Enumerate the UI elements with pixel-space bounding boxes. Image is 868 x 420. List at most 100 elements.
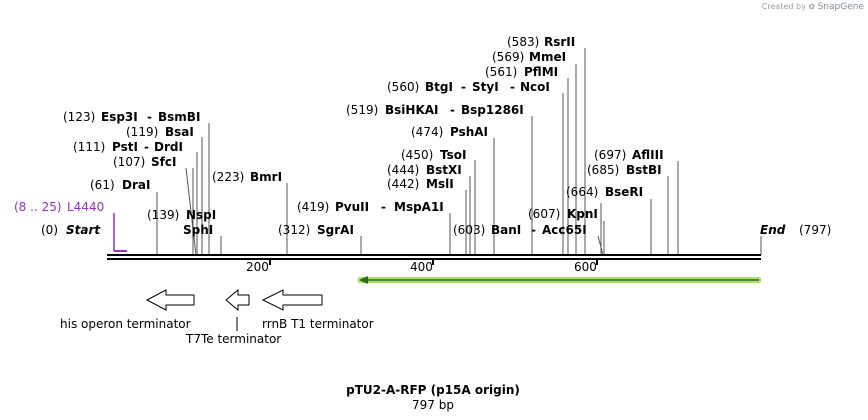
site-separator: - [381, 200, 386, 214]
feature-t7te-terminator[interactable]: T7Te terminator [185, 288, 281, 346]
site-position: (111) [73, 140, 105, 154]
ruler-label-600: 600 [574, 260, 597, 274]
end-position: (797) [799, 223, 831, 237]
site-position: (123) [63, 110, 95, 124]
site-name: TsoI [440, 148, 466, 162]
site-bseri[interactable]: (664) BseRI [566, 185, 643, 199]
start-position: (0) [41, 223, 58, 237]
site-name: Esp3I [101, 110, 138, 124]
site-name: PflMI [524, 65, 558, 79]
ruler-label-200: 200 [246, 260, 269, 274]
site-msli[interactable]: (442) MslI [387, 177, 454, 191]
site-position: (139) [147, 208, 179, 222]
site-position: (519) [346, 103, 378, 117]
site-position: (583) [507, 35, 539, 49]
end-label: End [760, 223, 786, 237]
terminator-arrow-icon [261, 289, 323, 311]
credit-text: Created by [761, 2, 806, 11]
site-bsai[interactable]: (119) BsaI [126, 125, 194, 139]
site-name-2: StyI [472, 80, 499, 94]
site-position: (569) [492, 50, 524, 64]
feature-his-operon-terminator[interactable]: his operon terminator [60, 289, 195, 331]
site-drai[interactable]: (61) DraI [90, 178, 150, 192]
map-subtitle: 797 bp [412, 398, 454, 412]
site-position: (474) [411, 125, 443, 139]
start-label: Start [66, 223, 101, 237]
site-position: (561) [485, 65, 517, 79]
site-separator: - [531, 223, 536, 237]
site-name: AflIII [632, 148, 664, 162]
site-position: (444) [387, 163, 419, 177]
site-separator: - [450, 103, 455, 117]
site-name: PshAI [450, 125, 488, 139]
feature-rrnb-t1-terminator[interactable]: rrnB T1 terminator [261, 289, 374, 331]
site-name: RsrII [544, 35, 575, 49]
site-esp3i-bsmbi[interactable]: (123) Esp3I - BsmBI [63, 110, 200, 124]
snapgene-logo-icon: ✿ [808, 2, 816, 11]
site-bstbi[interactable]: (685) BstBI [587, 163, 662, 177]
site-bani-acc65i[interactable]: (603) BanI - Acc65I [453, 223, 587, 237]
site-name: SfcI [151, 155, 176, 169]
feature-label: T7Te terminator [185, 332, 281, 346]
site-afliii[interactable]: (697) AflIII [594, 148, 664, 162]
site-pvuii-mspa1i[interactable]: (419) PvuII - MspA1I [297, 200, 444, 214]
feature-arrow-green[interactable] [358, 276, 761, 284]
site-name-2: SphI [183, 223, 213, 237]
site-name: DraI [122, 178, 150, 192]
site-name: MmeI [529, 50, 566, 64]
site-name: SgrAI [317, 223, 354, 237]
site-name: BsaI [165, 125, 194, 139]
site-separator: - [147, 110, 152, 124]
snapgene-credit: Created by ✿ SnapGene [762, 2, 864, 12]
site-name-2: Acc65I [542, 223, 587, 237]
site-sfci[interactable]: (107) SfcI [113, 155, 176, 169]
site-position: (603) [453, 223, 485, 237]
site-pshai[interactable]: (474) PshAI [411, 125, 488, 139]
site-position: (61) [90, 178, 115, 192]
site-name: KpnI [567, 207, 598, 221]
site-btgi-styi-ncoi[interactable]: (560) BtgI - StyI - NcoI [387, 80, 550, 94]
site-separator: - [461, 80, 466, 94]
site-name: BstXI [426, 163, 462, 177]
site-nspi-sphi[interactable]: (139) NspI SphI [147, 208, 216, 237]
terminator-arrow-icon [225, 288, 250, 312]
site-name-2: DrdI [154, 140, 183, 154]
site-separator: - [144, 140, 149, 154]
site-bsihkai-bsp1286i[interactable]: (519) BsiHKAI - Bsp1286I [346, 103, 524, 117]
site-name-2: MspA1I [394, 200, 444, 214]
terminator-arrow-icon [145, 289, 195, 311]
site-bmri[interactable]: (223) BmrI [212, 170, 282, 184]
site-position: (119) [126, 125, 158, 139]
map-title: pTU2-A-RFP (p15A origin) [346, 383, 520, 397]
site-mmei[interactable]: (569) MmeI [492, 50, 566, 64]
brand-name: SnapGene [817, 2, 864, 12]
site-position: (442) [387, 177, 419, 191]
site-name-2: BsmBI [158, 110, 200, 124]
site-position: (107) [113, 155, 145, 169]
primer-range: (8 .. 25) [14, 200, 62, 214]
site-name: BmrI [250, 170, 282, 184]
site-name: BanI [491, 223, 521, 237]
site-position: (685) [587, 163, 619, 177]
site-position: (560) [387, 80, 419, 94]
site-position: (664) [566, 185, 598, 199]
site-name-2: Bsp1286I [461, 103, 524, 117]
site-psti-drdi[interactable]: (111) PstI - DrdI [73, 140, 183, 154]
primer-name: L4440 [67, 200, 104, 214]
site-kpni[interactable]: (607) KpnI [528, 207, 598, 221]
site-name: BsiHKAI [385, 103, 439, 117]
site-name: NspI [186, 208, 216, 222]
site-name: BtgI [425, 80, 453, 94]
site-lines [156, 48, 762, 256]
site-rsrii[interactable]: (583) RsrII [507, 35, 575, 49]
site-sgrai[interactable]: (312) SgrAI [278, 223, 354, 237]
site-position: (419) [297, 200, 329, 214]
site-bstxi[interactable]: (444) BstXI [387, 163, 462, 177]
primer-l4440[interactable]: (8 .. 25) L4440 [14, 200, 127, 252]
site-pflmi[interactable]: (561) PflMI [485, 65, 558, 79]
site-position: (450) [401, 148, 433, 162]
site-name-3: NcoI [520, 80, 550, 94]
sequence-backbone [107, 254, 761, 260]
site-tsoi[interactable]: (450) TsoI [401, 148, 466, 162]
